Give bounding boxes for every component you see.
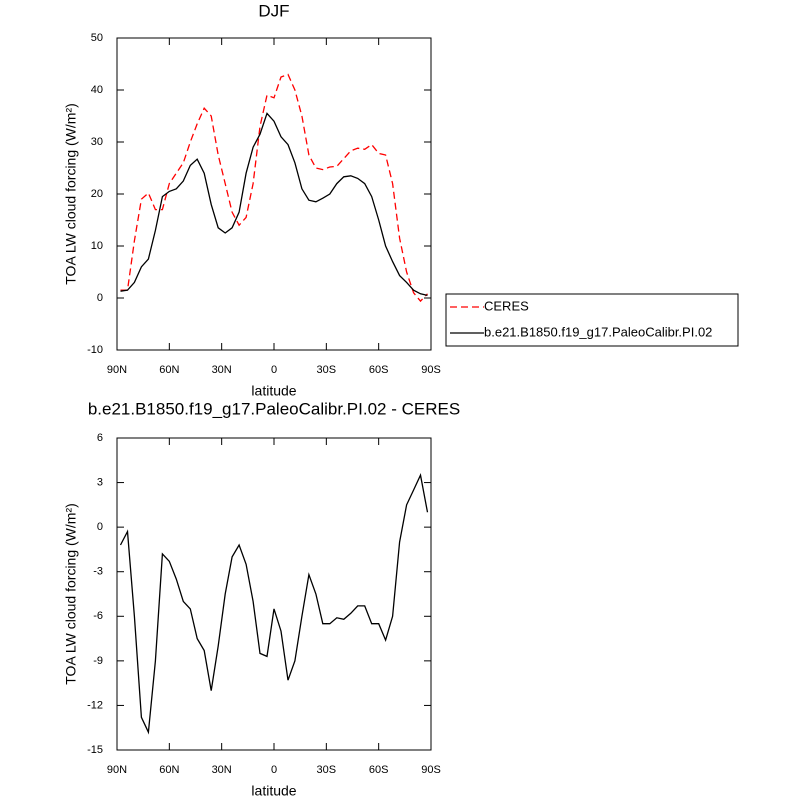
x-tick-label: 60N <box>159 364 179 376</box>
x-tick-label: 60S <box>369 764 389 776</box>
y-tick-label: 0 <box>97 521 103 533</box>
x-tick-label: 30N <box>212 764 232 776</box>
x-tick-label: 90N <box>107 764 127 776</box>
x-tick-label: 90S <box>421 364 441 376</box>
y-tick-label: -6 <box>93 610 103 622</box>
series-line <box>119 472 429 735</box>
x-tick-label: 30S <box>317 764 337 776</box>
y-tick-label: 40 <box>91 84 103 96</box>
legend-label: b.e21.B1850.f19_g17.PaleoCalibr.PI.02 <box>484 324 712 339</box>
x-tick-label: 30S <box>317 364 337 376</box>
x-axis-label: latitude <box>251 383 296 399</box>
plot-frame <box>116 437 432 751</box>
y-tick-label: -12 <box>87 699 103 711</box>
series-line <box>120 73 428 303</box>
legend-label: CERES <box>484 298 529 313</box>
y-tick-label: 6 <box>97 432 103 444</box>
y-tick-label: 50 <box>91 32 103 44</box>
series-line <box>120 112 428 297</box>
x-tick-label: 60S <box>369 364 389 376</box>
x-tick-label: 0 <box>271 764 277 776</box>
legend-box <box>445 293 739 347</box>
y-tick-label: -3 <box>93 566 103 578</box>
plot-frame <box>116 37 432 351</box>
y-tick-label: -9 <box>93 655 103 667</box>
y-axis-label: TOA LW cloud forcing (W/m²) <box>63 103 79 285</box>
y-tick-label: 0 <box>97 292 103 304</box>
x-tick-label: 0 <box>271 364 277 376</box>
y-tick-label: -15 <box>87 744 103 756</box>
chart-title: DJF <box>258 1 289 20</box>
y-tick-label: 30 <box>91 136 103 148</box>
y-tick-label: 20 <box>91 188 103 200</box>
x-tick-label: 60N <box>159 764 179 776</box>
y-tick-label: -10 <box>87 344 103 356</box>
x-tick-label: 90N <box>107 364 127 376</box>
x-tick-label: 90S <box>421 764 441 776</box>
y-axis-label: TOA LW cloud forcing (W/m²) <box>63 503 79 685</box>
x-tick-label: 30N <box>212 364 232 376</box>
x-axis-label: latitude <box>251 783 296 799</box>
y-tick-label: 3 <box>97 476 103 488</box>
y-tick-label: 10 <box>91 240 103 252</box>
chart-title: b.e21.B1850.f19_g17.PaleoCalibr.PI.02 - … <box>88 399 460 418</box>
